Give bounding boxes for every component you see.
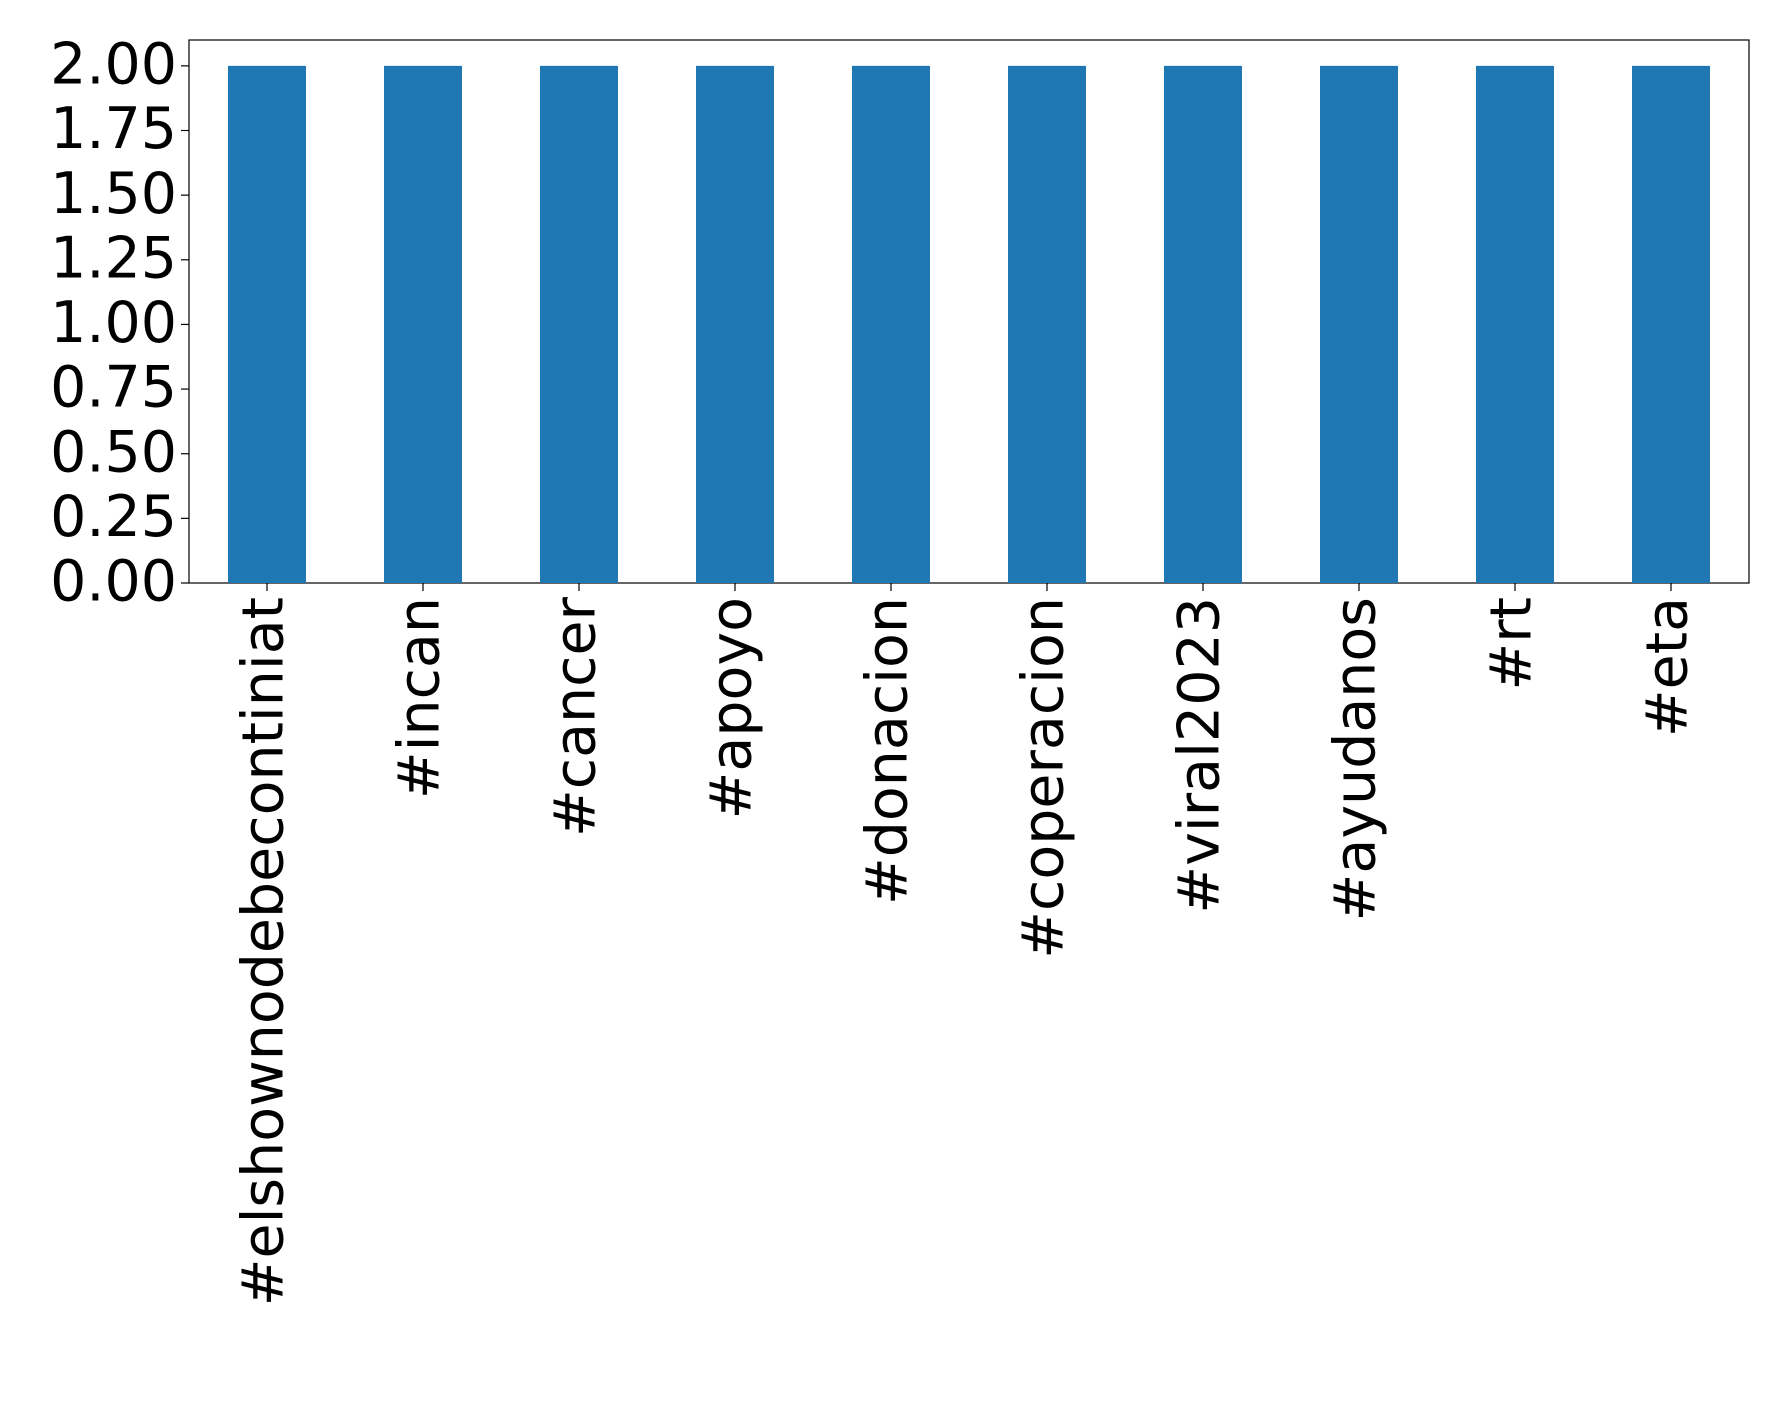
bar	[696, 65, 774, 584]
bar	[1476, 65, 1554, 584]
bar	[540, 65, 618, 584]
y-tick-label: 0.75	[50, 355, 177, 421]
x-tick-label: #incan	[387, 597, 453, 799]
y-tick-label: 1.75	[50, 96, 177, 162]
x-tick-label: #cancer	[543, 596, 609, 837]
x-tick-label: #ayudanos	[1323, 597, 1389, 921]
y-tick-label: 2.00	[50, 31, 177, 97]
bar	[1164, 65, 1242, 584]
plot-frame	[188, 39, 1750, 584]
bar	[1320, 65, 1398, 584]
bar	[228, 65, 306, 584]
x-tick-label: #apoyo	[699, 597, 765, 819]
x-tick-label: #coperacion	[1011, 597, 1077, 959]
y-tick-label: 0.00	[50, 549, 177, 615]
y-tick-label: 1.00	[50, 290, 177, 356]
bar	[1632, 65, 1710, 584]
y-tick-label: 0.50	[50, 419, 177, 485]
y-tick-label: 1.50	[50, 161, 177, 227]
y-tick-label: 1.25	[50, 225, 177, 291]
x-tick-label: #eta	[1635, 597, 1701, 737]
bar	[1008, 65, 1086, 584]
x-tick-label: #rt	[1479, 597, 1545, 691]
x-tick-label: #donacion	[855, 597, 921, 905]
x-tick-label: #elshownodebecontiniat	[231, 597, 297, 1306]
y-tick-label: 0.25	[50, 484, 177, 550]
bar	[384, 65, 462, 584]
bar	[852, 65, 930, 584]
x-tick-label: #viral2023	[1167, 597, 1233, 914]
